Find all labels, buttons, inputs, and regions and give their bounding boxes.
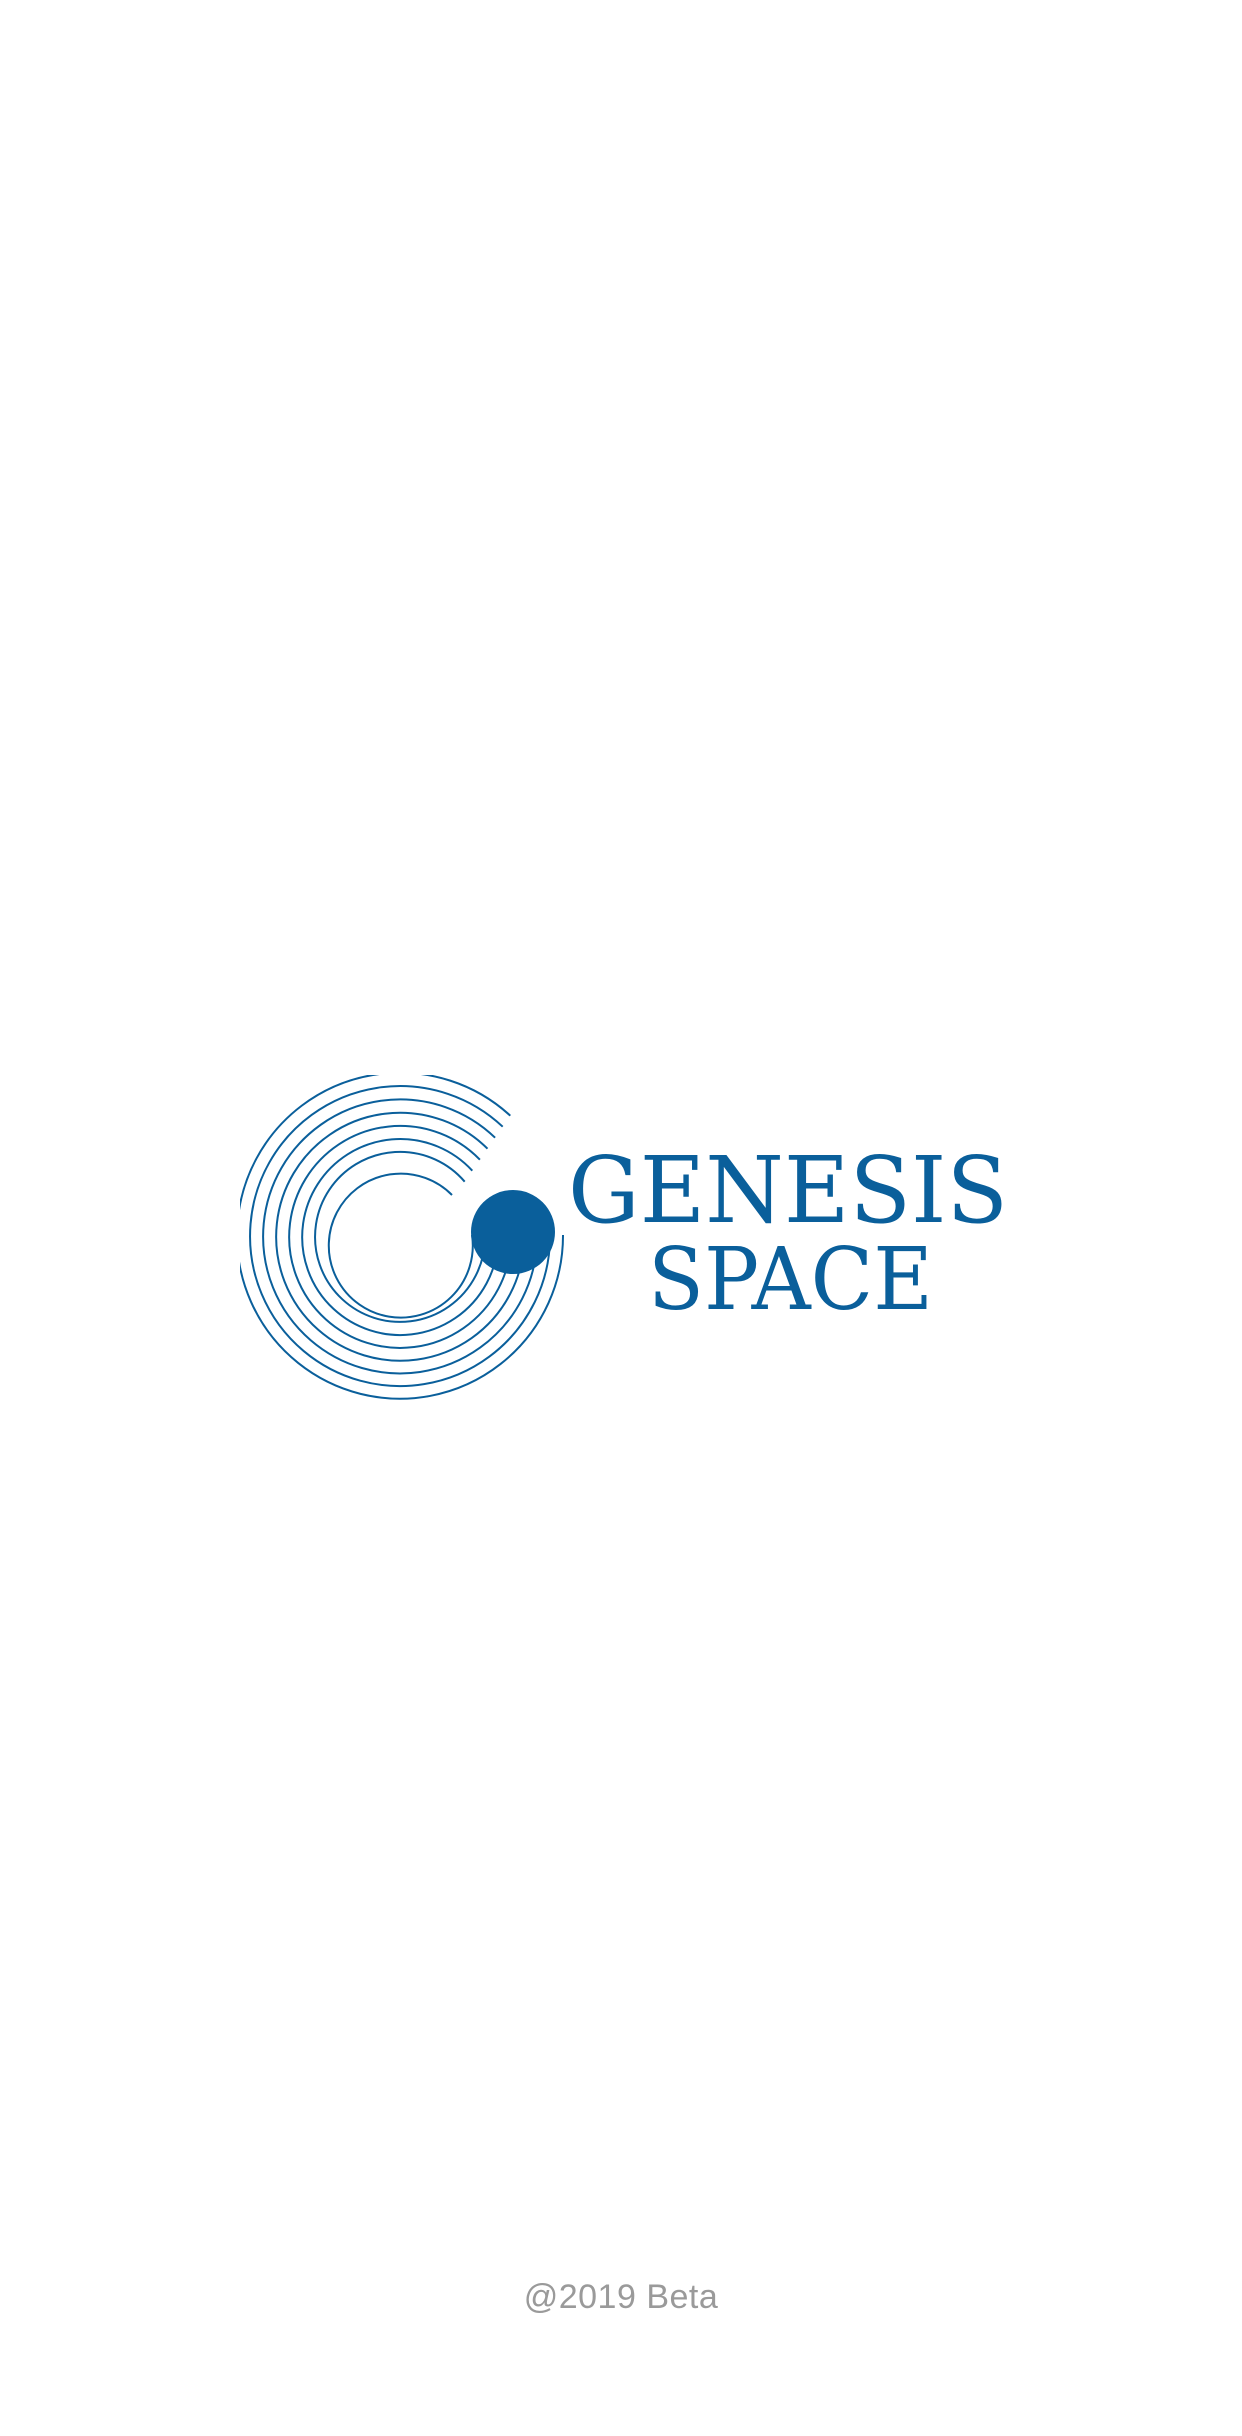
brand-name-line-1: GENESIS xyxy=(568,1137,1008,1244)
logo-dot xyxy=(471,1190,555,1274)
concentric-arc-logo-icon xyxy=(240,1075,565,1400)
brand-name-line-2: SPACE xyxy=(648,1230,933,1330)
copyright-footer: @2019 Beta xyxy=(523,2278,719,2316)
genesis-space-logo: GENESIS SPACE xyxy=(240,1075,1010,1405)
